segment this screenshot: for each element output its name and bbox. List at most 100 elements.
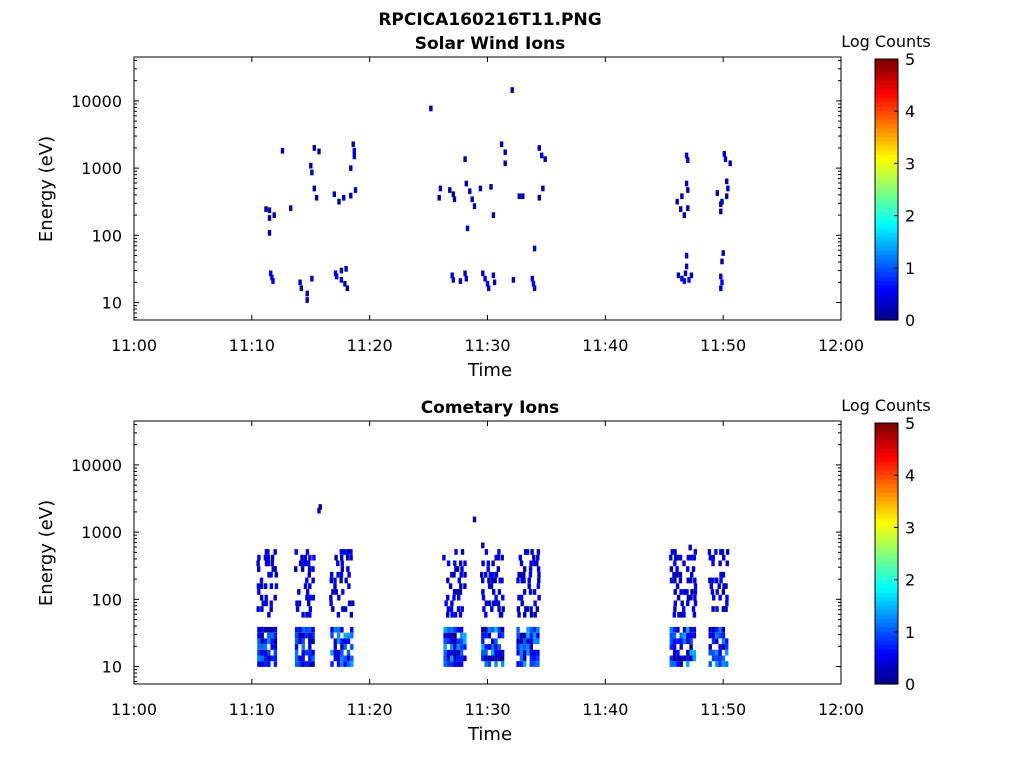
x-tick-label: 11:00	[111, 700, 157, 719]
spectrogram-cell	[487, 655, 492, 662]
spectrogram-cell	[294, 655, 299, 662]
spectrogram-cell	[719, 285, 723, 292]
spectrogram-cell	[526, 632, 530, 639]
colorbar-segment	[875, 496, 898, 502]
colorbar-frame	[874, 58, 899, 321]
spectrogram-cell	[484, 661, 488, 667]
spectrogram-cell	[529, 560, 533, 567]
spectrogram-cell	[541, 185, 545, 192]
spectrogram-cell	[353, 187, 358, 193]
spectrogram-cell	[261, 600, 265, 607]
spectrogram-cell	[280, 147, 285, 154]
spectrogram-cell	[673, 600, 677, 607]
spectrogram-cell	[463, 270, 467, 277]
spectrogram-cell	[679, 644, 683, 650]
spectrogram-cell	[708, 626, 712, 633]
colorbar-segment	[875, 527, 898, 533]
spectrogram-cell	[444, 600, 448, 607]
colorbar-tick-label: 2	[905, 207, 915, 226]
x-tick-label: 12:00	[818, 336, 864, 355]
spectrogram-cell	[672, 661, 677, 667]
colorbar-segment	[875, 115, 898, 121]
x-axis: 11:00 11:10 11:20 11:30 11:40 11:50 12:00	[111, 57, 864, 355]
spectrogram-cell	[523, 632, 527, 639]
spectrogram-cell	[728, 160, 732, 167]
spectrogram-cell	[689, 632, 693, 639]
x-tick-label: 11:40	[582, 700, 628, 719]
spectrogram-cell	[689, 272, 694, 279]
spectrogram-cell	[500, 626, 505, 633]
spectrogram-cell	[333, 638, 337, 645]
spectrogram-cell	[336, 571, 340, 578]
spectrogram-cell	[352, 147, 356, 154]
spectrogram-cell	[487, 644, 492, 650]
colorbar-tick-label: 5	[905, 414, 915, 433]
colorbar-segment	[875, 93, 898, 99]
spectrogram-cell	[301, 638, 305, 645]
spectrogram-cell	[500, 661, 505, 667]
spectrogram-cell	[270, 632, 274, 639]
spectrogram-cell	[692, 611, 697, 618]
spectrogram-cell	[693, 594, 697, 601]
spectrogram-cell	[459, 655, 464, 662]
spectrogram-cell	[331, 606, 335, 612]
spectrogram-cell	[443, 626, 447, 633]
spectrogram-cell	[497, 626, 501, 633]
colorbar-segment	[875, 111, 898, 117]
spectrogram-cell	[456, 638, 460, 645]
spectrogram-cell	[311, 649, 315, 656]
colorbar-segment	[875, 601, 898, 607]
spectrogram-cell	[459, 638, 464, 645]
colorbar-segment	[875, 315, 898, 321]
spectrogram-cell	[273, 649, 278, 656]
spectrogram-cell	[491, 649, 495, 656]
spectrogram-cell	[686, 638, 690, 645]
spectrogram-cell	[492, 589, 496, 595]
colorbar-segment	[875, 219, 898, 225]
spectrogram-cell	[463, 644, 467, 650]
colorbar-segment	[875, 215, 898, 221]
spectrogram-cell	[346, 566, 350, 572]
spectrogram-cell	[298, 279, 302, 286]
colorbar-segment	[875, 259, 898, 265]
spectrogram-cell	[333, 577, 337, 584]
spectrogram-cell	[343, 655, 347, 662]
spectrogram-cell	[307, 600, 311, 607]
spectrogram-cell	[529, 606, 533, 612]
spectrogram-cell	[256, 560, 260, 567]
spectrogram-cell	[347, 571, 351, 578]
spectrogram-cell	[487, 632, 492, 639]
colorbar-segment	[875, 610, 898, 615]
spectrogram-cell	[274, 571, 278, 578]
spectrogram-cell	[456, 661, 460, 667]
colorbar-segment	[875, 76, 898, 82]
spectrogram-cell	[725, 193, 729, 200]
colorbar-segment	[875, 557, 898, 563]
spectrogram-cell	[682, 278, 686, 284]
spectrogram-cell	[485, 280, 490, 287]
colorbar-segment	[875, 63, 898, 69]
spectrogram-cell	[463, 632, 467, 639]
spectrogram-cell	[715, 661, 719, 667]
spectrogram-cell	[450, 571, 454, 578]
spectrogram-cell	[347, 583, 351, 589]
spectrogram-cell	[721, 606, 725, 612]
spectrogram-cell	[289, 205, 293, 211]
spectrogram-cell	[675, 583, 680, 589]
spectrogram-cell	[497, 632, 501, 639]
spectrogram-cell	[294, 661, 299, 667]
spectrogram-cell	[270, 560, 274, 567]
spectrogram-cell	[336, 611, 341, 618]
spectrogram-cell	[676, 655, 680, 662]
spectrogram-cell	[689, 626, 693, 633]
y-axis-label: Energy (eV)	[36, 500, 57, 606]
colorbar-tick-label: 3	[905, 154, 915, 173]
spectrogram-cell	[537, 594, 541, 601]
colorbar-segment	[875, 211, 898, 217]
spectrogram-cell	[715, 190, 719, 196]
spectrogram-cell	[494, 661, 498, 667]
spectrogram-cell	[260, 655, 264, 662]
spectrogram-cell	[459, 571, 463, 578]
colorbar-segment	[875, 276, 898, 282]
